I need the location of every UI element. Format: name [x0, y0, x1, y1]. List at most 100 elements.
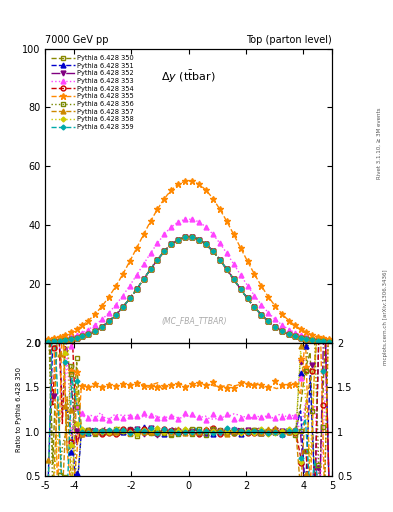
- Pythia 6.428 353: [316, 336, 320, 343]
- Pythia 6.428 356: [238, 286, 243, 292]
- Pythia 6.428 359: [155, 257, 160, 263]
- Pythia 6.428 355: [298, 326, 303, 332]
- Pythia 6.428 354: [162, 248, 167, 254]
- Pythia 6.428 357: [259, 312, 264, 318]
- Pythia 6.428 358: [273, 324, 277, 330]
- Pythia 6.428 351: [292, 333, 297, 339]
- Pythia 6.428 355: [134, 245, 139, 251]
- Pythia 6.428 358: [287, 331, 292, 337]
- Pythia 6.428 357: [304, 336, 309, 343]
- Pythia 6.428 359: [176, 237, 181, 243]
- Line: Pythia 6.428 357: Pythia 6.428 357: [46, 234, 332, 344]
- Pythia 6.428 358: [196, 237, 201, 243]
- Pythia 6.428 351: [231, 276, 236, 282]
- Pythia 6.428 356: [127, 295, 132, 302]
- Pythia 6.428 350: [298, 335, 303, 341]
- Pythia 6.428 355: [310, 332, 314, 338]
- Pythia 6.428 356: [63, 337, 68, 344]
- Pythia 6.428 359: [148, 266, 153, 272]
- Pythia 6.428 355: [162, 196, 167, 202]
- Pythia 6.428 353: [287, 327, 292, 333]
- Pythia 6.428 353: [100, 316, 105, 323]
- Pythia 6.428 359: [316, 338, 320, 344]
- Pythia 6.428 352: [196, 237, 201, 243]
- Pythia 6.428 358: [224, 266, 229, 272]
- Pythia 6.428 353: [298, 332, 303, 338]
- Pythia 6.428 359: [183, 234, 187, 240]
- Pythia 6.428 350: [273, 324, 277, 330]
- Pythia 6.428 351: [93, 328, 97, 334]
- Pythia 6.428 357: [155, 257, 160, 263]
- Pythia 6.428 350: [231, 276, 236, 282]
- Pythia 6.428 354: [107, 318, 111, 324]
- Pythia 6.428 359: [63, 337, 68, 344]
- Pythia 6.428 357: [321, 338, 326, 345]
- Y-axis label: Ratio to Pythia 6.428 350: Ratio to Pythia 6.428 350: [16, 367, 22, 452]
- Pythia 6.428 352: [224, 266, 229, 272]
- Pythia 6.428 354: [141, 276, 146, 282]
- Pythia 6.428 353: [57, 336, 62, 343]
- Pythia 6.428 351: [327, 339, 332, 345]
- Pythia 6.428 350: [51, 338, 56, 345]
- Pythia 6.428 353: [183, 217, 187, 223]
- Pythia 6.428 354: [114, 312, 118, 318]
- Pythia 6.428 356: [211, 248, 215, 254]
- Pythia 6.428 352: [86, 331, 90, 337]
- Pythia 6.428 351: [252, 304, 257, 310]
- Pythia 6.428 356: [231, 276, 236, 282]
- Pythia 6.428 352: [238, 286, 243, 292]
- Pythia 6.428 350: [155, 257, 160, 263]
- Pythia 6.428 357: [211, 248, 215, 254]
- Line: Pythia 6.428 353: Pythia 6.428 353: [46, 217, 332, 344]
- Pythia 6.428 355: [252, 271, 257, 277]
- Pythia 6.428 352: [162, 248, 167, 254]
- Pythia 6.428 352: [304, 336, 309, 343]
- Pythia 6.428 358: [259, 312, 264, 318]
- Pythia 6.428 354: [127, 295, 132, 302]
- Pythia 6.428 358: [127, 295, 132, 302]
- Pythia 6.428 356: [327, 339, 332, 345]
- Pythia 6.428 350: [204, 241, 208, 247]
- Pythia 6.428 357: [196, 237, 201, 243]
- Pythia 6.428 357: [141, 276, 146, 282]
- Pythia 6.428 357: [86, 331, 90, 337]
- Pythia 6.428 356: [196, 237, 201, 243]
- Pythia 6.428 359: [304, 336, 309, 343]
- Pythia 6.428 350: [93, 328, 97, 334]
- Pythia 6.428 350: [46, 339, 50, 345]
- Pythia 6.428 355: [63, 332, 68, 338]
- Pythia 6.428 355: [148, 218, 153, 224]
- Pythia 6.428 353: [217, 240, 222, 246]
- Pythia 6.428 351: [57, 338, 62, 344]
- Pythia 6.428 351: [183, 234, 187, 240]
- Pythia 6.428 353: [155, 240, 160, 246]
- Pythia 6.428 358: [298, 335, 303, 341]
- Pythia 6.428 355: [321, 335, 326, 341]
- Pythia 6.428 353: [196, 219, 201, 225]
- Pythia 6.428 356: [183, 234, 187, 240]
- Pythia 6.428 356: [224, 266, 229, 272]
- Pythia 6.428 357: [80, 333, 85, 339]
- Pythia 6.428 358: [217, 257, 222, 263]
- Pythia 6.428 356: [321, 338, 326, 345]
- Pythia 6.428 355: [169, 187, 174, 194]
- Text: (MC_FBA_TTBAR): (MC_FBA_TTBAR): [162, 316, 227, 325]
- Pythia 6.428 352: [141, 276, 146, 282]
- Line: Pythia 6.428 358: Pythia 6.428 358: [46, 236, 331, 344]
- Pythia 6.428 353: [259, 302, 264, 308]
- Pythia 6.428 357: [252, 304, 257, 310]
- Pythia 6.428 355: [69, 329, 73, 335]
- Pythia 6.428 352: [169, 241, 174, 247]
- Pythia 6.428 354: [298, 335, 303, 341]
- Pythia 6.428 354: [148, 266, 153, 272]
- Pythia 6.428 358: [51, 338, 56, 345]
- Pythia 6.428 356: [280, 328, 285, 334]
- Pythia 6.428 352: [231, 276, 236, 282]
- Pythia 6.428 358: [211, 248, 215, 254]
- Pythia 6.428 359: [204, 241, 208, 247]
- Pythia 6.428 357: [134, 286, 139, 292]
- Pythia 6.428 351: [69, 336, 73, 343]
- Pythia 6.428 355: [127, 258, 132, 264]
- Pythia 6.428 354: [280, 328, 285, 334]
- Pythia 6.428 355: [287, 317, 292, 324]
